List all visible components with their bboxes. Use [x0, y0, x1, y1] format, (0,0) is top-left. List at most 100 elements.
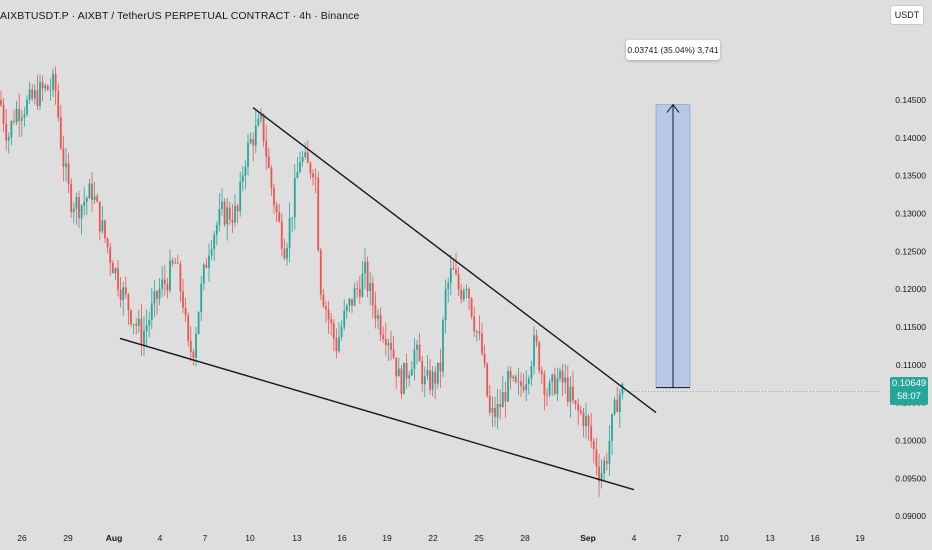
- y-tick-label: 0.13500: [895, 171, 926, 181]
- candle-body: [205, 264, 208, 268]
- candle-body: [130, 310, 132, 325]
- candle-body: [408, 375, 411, 379]
- price-axis: 0.14500 0.14000 0.13500 0.13000 0.12500 0.120…: [895, 95, 926, 521]
- candle-body: [52, 73, 54, 90]
- candle-body: [574, 400, 577, 404]
- candle-body: [611, 414, 613, 441]
- candle-body: [111, 262, 114, 274]
- candle-body: [20, 117, 23, 121]
- candle-body: [317, 177, 320, 251]
- candle-body: [569, 386, 572, 402]
- candle-body: [236, 205, 239, 212]
- candle-body: [280, 221, 283, 249]
- candle-body: [10, 120, 13, 138]
- y-tick-label: 0.09500: [895, 473, 926, 483]
- candle-body: [556, 378, 559, 394]
- candle-body: [543, 374, 546, 395]
- candle-body: [598, 466, 600, 482]
- candle-body: [13, 120, 15, 123]
- x-tick-label: 19: [855, 533, 865, 543]
- candle-body: [267, 156, 270, 168]
- candle-body: [291, 217, 294, 219]
- candle-body: [431, 371, 434, 390]
- x-tick-label: 19: [382, 533, 392, 543]
- y-tick-label: 0.14500: [895, 95, 926, 105]
- candle-body: [473, 316, 476, 332]
- candle-body: [340, 327, 343, 337]
- x-tick-label: 7: [677, 533, 682, 543]
- candle-body: [124, 287, 127, 295]
- y-tick-label: 0.14000: [895, 133, 926, 143]
- x-tick-label: Sep: [580, 533, 596, 543]
- candle-body: [530, 365, 533, 379]
- candle-body: [26, 99, 28, 115]
- candle-body: [270, 168, 273, 188]
- candle-body: [283, 248, 286, 259]
- candle-body: [579, 410, 582, 413]
- candle-body: [101, 220, 104, 232]
- candle-body: [195, 333, 197, 358]
- candle-body: [132, 324, 135, 325]
- candle-body: [135, 324, 138, 326]
- candle-body: [5, 123, 8, 141]
- candle-body: [418, 344, 421, 362]
- candle-body: [312, 173, 314, 178]
- candle-body: [351, 298, 353, 306]
- candle-body: [106, 238, 109, 248]
- candle-body: [447, 283, 450, 290]
- candle-body: [504, 392, 507, 402]
- candle-body: [304, 152, 307, 157]
- candle-body: [379, 315, 382, 335]
- candle-body: [314, 177, 317, 178]
- candle-body: [117, 268, 119, 290]
- candle-body: [70, 183, 73, 212]
- x-tick-label: 29: [63, 533, 73, 543]
- candle-body: [587, 416, 590, 427]
- candle-body: [254, 125, 257, 146]
- candle-body: [322, 294, 325, 307]
- candle-body: [462, 290, 465, 300]
- candle-body: [210, 249, 213, 256]
- candle-body: [356, 288, 359, 289]
- candle-body: [59, 117, 62, 149]
- candle-body: [41, 82, 44, 89]
- candle-body: [616, 399, 619, 412]
- candle-body: [592, 441, 595, 450]
- candle-body: [566, 377, 569, 402]
- candle-body: [348, 298, 351, 306]
- candle-body: [184, 307, 187, 316]
- candle-body: [265, 140, 268, 157]
- candle-body: [127, 294, 130, 311]
- candle-body: [590, 426, 593, 442]
- candle-body: [114, 268, 117, 274]
- candle-body: [143, 331, 145, 345]
- candle-body: [403, 363, 405, 394]
- candle-body: [93, 196, 96, 200]
- candle-body: [231, 219, 234, 223]
- candle-body: [608, 441, 611, 464]
- x-tick-label: 22: [428, 533, 438, 543]
- candle-body: [309, 163, 312, 174]
- candle-body: [551, 374, 554, 383]
- trendlines: [119, 107, 657, 491]
- candle-body: [234, 205, 236, 223]
- current-price: 0.10649: [891, 378, 927, 389]
- candle-body: [405, 363, 408, 379]
- candle-body: [400, 368, 403, 394]
- candle-body: [395, 357, 398, 377]
- candle-body: [278, 212, 281, 222]
- currency-button[interactable]: USDT: [890, 5, 924, 25]
- candle-body: [332, 323, 335, 339]
- y-tick-label: 0.11500: [896, 322, 926, 332]
- candle-body: [28, 89, 31, 100]
- candle-body: [384, 339, 387, 346]
- candle-body: [486, 363, 489, 396]
- candle-body: [301, 157, 304, 162]
- candle-body: [67, 163, 70, 184]
- projection-arrow-head: [666, 103, 680, 113]
- x-tick-label: 25: [474, 533, 484, 543]
- y-tick-label: 0.13000: [895, 209, 926, 219]
- candle-body: [621, 383, 624, 395]
